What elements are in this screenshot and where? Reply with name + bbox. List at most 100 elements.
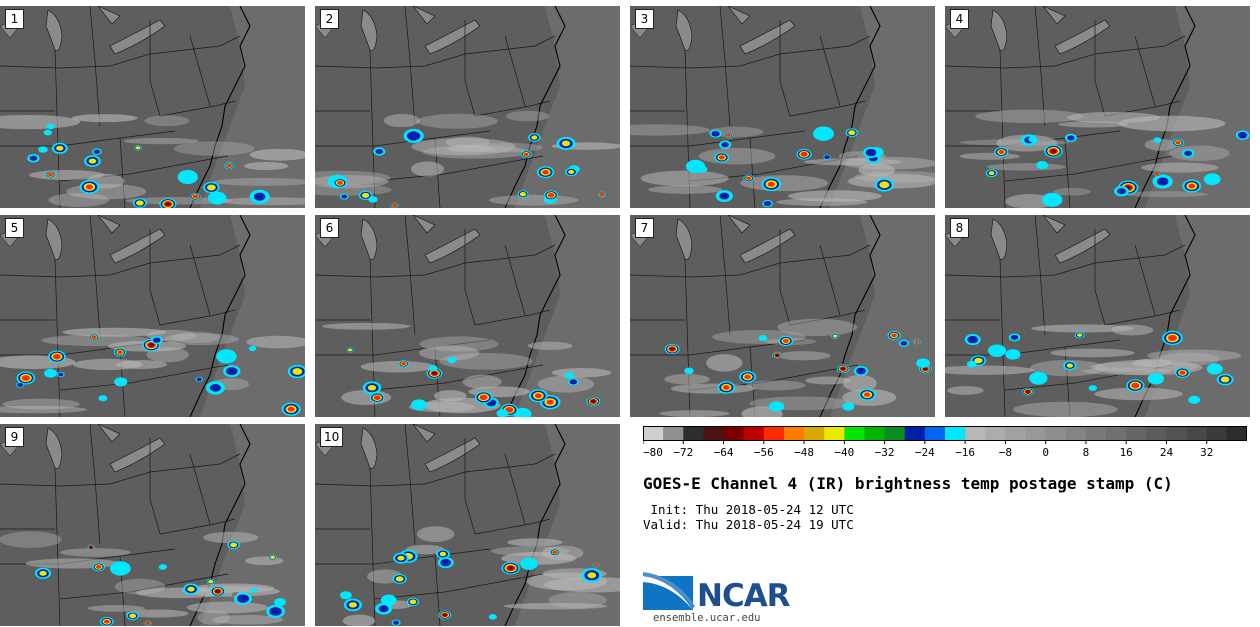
ensemble-panel: 2 [315, 6, 620, 208]
colorbar-tick-label: −64 [714, 446, 734, 459]
panel-label: 6 [320, 218, 339, 238]
state-border [89, 424, 101, 545]
cloud-streak [422, 145, 529, 159]
storm-cell [1042, 192, 1063, 207]
lake-erie [109, 19, 166, 55]
storm-cell [216, 349, 237, 364]
storm-cell [547, 192, 555, 198]
storm-cell [368, 196, 378, 203]
state-border [630, 35, 871, 69]
colorbar-tick-label: −24 [915, 446, 935, 459]
colorbar-tick-label: −80 [643, 446, 663, 459]
storm-cell [1153, 137, 1162, 143]
cloud-streak [945, 365, 1035, 375]
cloud-streak [505, 110, 550, 122]
cloud-streak [197, 610, 231, 625]
cloud-streak [776, 198, 868, 206]
panel-label: 9 [5, 427, 24, 447]
state-border [149, 438, 161, 535]
cloud-streak [172, 331, 221, 343]
lake-michigan [45, 218, 63, 260]
storm-cell [1237, 131, 1248, 139]
ensemble-panel: 9 [0, 424, 305, 626]
storm-cell [397, 555, 405, 561]
ocean-area [1145, 6, 1250, 208]
storm-cell [337, 180, 343, 185]
cloud-streak [777, 318, 858, 336]
storm-cell [392, 203, 397, 208]
state-border [1094, 20, 1106, 117]
storm-cell [380, 594, 397, 606]
cloud-streak [2, 398, 80, 410]
cloud-streak [87, 604, 146, 612]
ensemble-panel: 3 [630, 6, 935, 208]
state-border [404, 215, 416, 336]
storm-cell [1067, 135, 1075, 141]
storm-cell [1029, 371, 1048, 385]
storm-cell [347, 348, 353, 352]
state-border [159, 100, 236, 117]
storm-cell [192, 194, 199, 199]
state-border [749, 137, 756, 208]
storm-cell [1175, 140, 1181, 145]
colorbar-swatch [824, 426, 845, 440]
cloud-streak [411, 138, 516, 156]
panel-label: 3 [635, 9, 654, 29]
storm-cell [966, 360, 977, 368]
storm-cell [95, 565, 102, 569]
ncar-logo: NCAR ensemble.ucar.edu [643, 570, 793, 625]
ocean-area [830, 215, 935, 417]
storm-cell [914, 339, 919, 343]
storm-cell [292, 368, 303, 375]
storm-cell [1147, 373, 1165, 385]
state-border [189, 244, 211, 316]
colorbar-swatch [904, 426, 926, 440]
colorbar-swatch [924, 426, 946, 440]
cloud-streak [173, 141, 255, 156]
storm-cell [110, 561, 131, 576]
storm-cell [988, 171, 995, 176]
storm-cell [44, 368, 57, 378]
state-border [89, 6, 101, 127]
state-border [59, 364, 229, 391]
ensemble-panel: 7 [630, 215, 935, 417]
coastline [189, 215, 251, 417]
cloud-streak [25, 558, 120, 569]
storm-cell [684, 367, 694, 375]
cloud-streak [1053, 187, 1091, 196]
storm-cell [225, 367, 238, 376]
storm-cell [1154, 172, 1160, 176]
cloud-streak [360, 361, 436, 373]
lake-huron [1042, 215, 1066, 234]
storm-cell [768, 401, 784, 412]
storm-cell [215, 589, 221, 594]
storm-cell [341, 194, 348, 199]
storm-cell [800, 151, 808, 157]
state-border [719, 215, 731, 336]
storm-cell [209, 383, 221, 392]
storm-cell [519, 191, 527, 197]
lake-huron [1042, 6, 1066, 25]
colorbar-swatch [864, 426, 886, 440]
state-border [945, 244, 1186, 278]
cloud-streak [986, 163, 1066, 171]
state-border [159, 309, 236, 326]
cloud-streak [60, 548, 131, 557]
storm-cell [287, 406, 295, 412]
state-border [59, 573, 229, 600]
state-border [779, 20, 791, 117]
cloud-streak [507, 538, 563, 547]
storm-cell [17, 382, 24, 388]
cloud-streak [164, 333, 239, 346]
storm-cell [375, 148, 384, 155]
storm-cell [442, 613, 448, 617]
state-border [504, 453, 526, 525]
storm-cell [85, 184, 94, 190]
lake-michigan [675, 218, 693, 260]
cloud-streak [664, 374, 710, 385]
storm-cell [967, 335, 979, 344]
cloud-streak [537, 375, 595, 393]
lake-erie [1054, 228, 1111, 264]
cloud-streak [698, 147, 776, 165]
storm-cell [117, 350, 123, 355]
